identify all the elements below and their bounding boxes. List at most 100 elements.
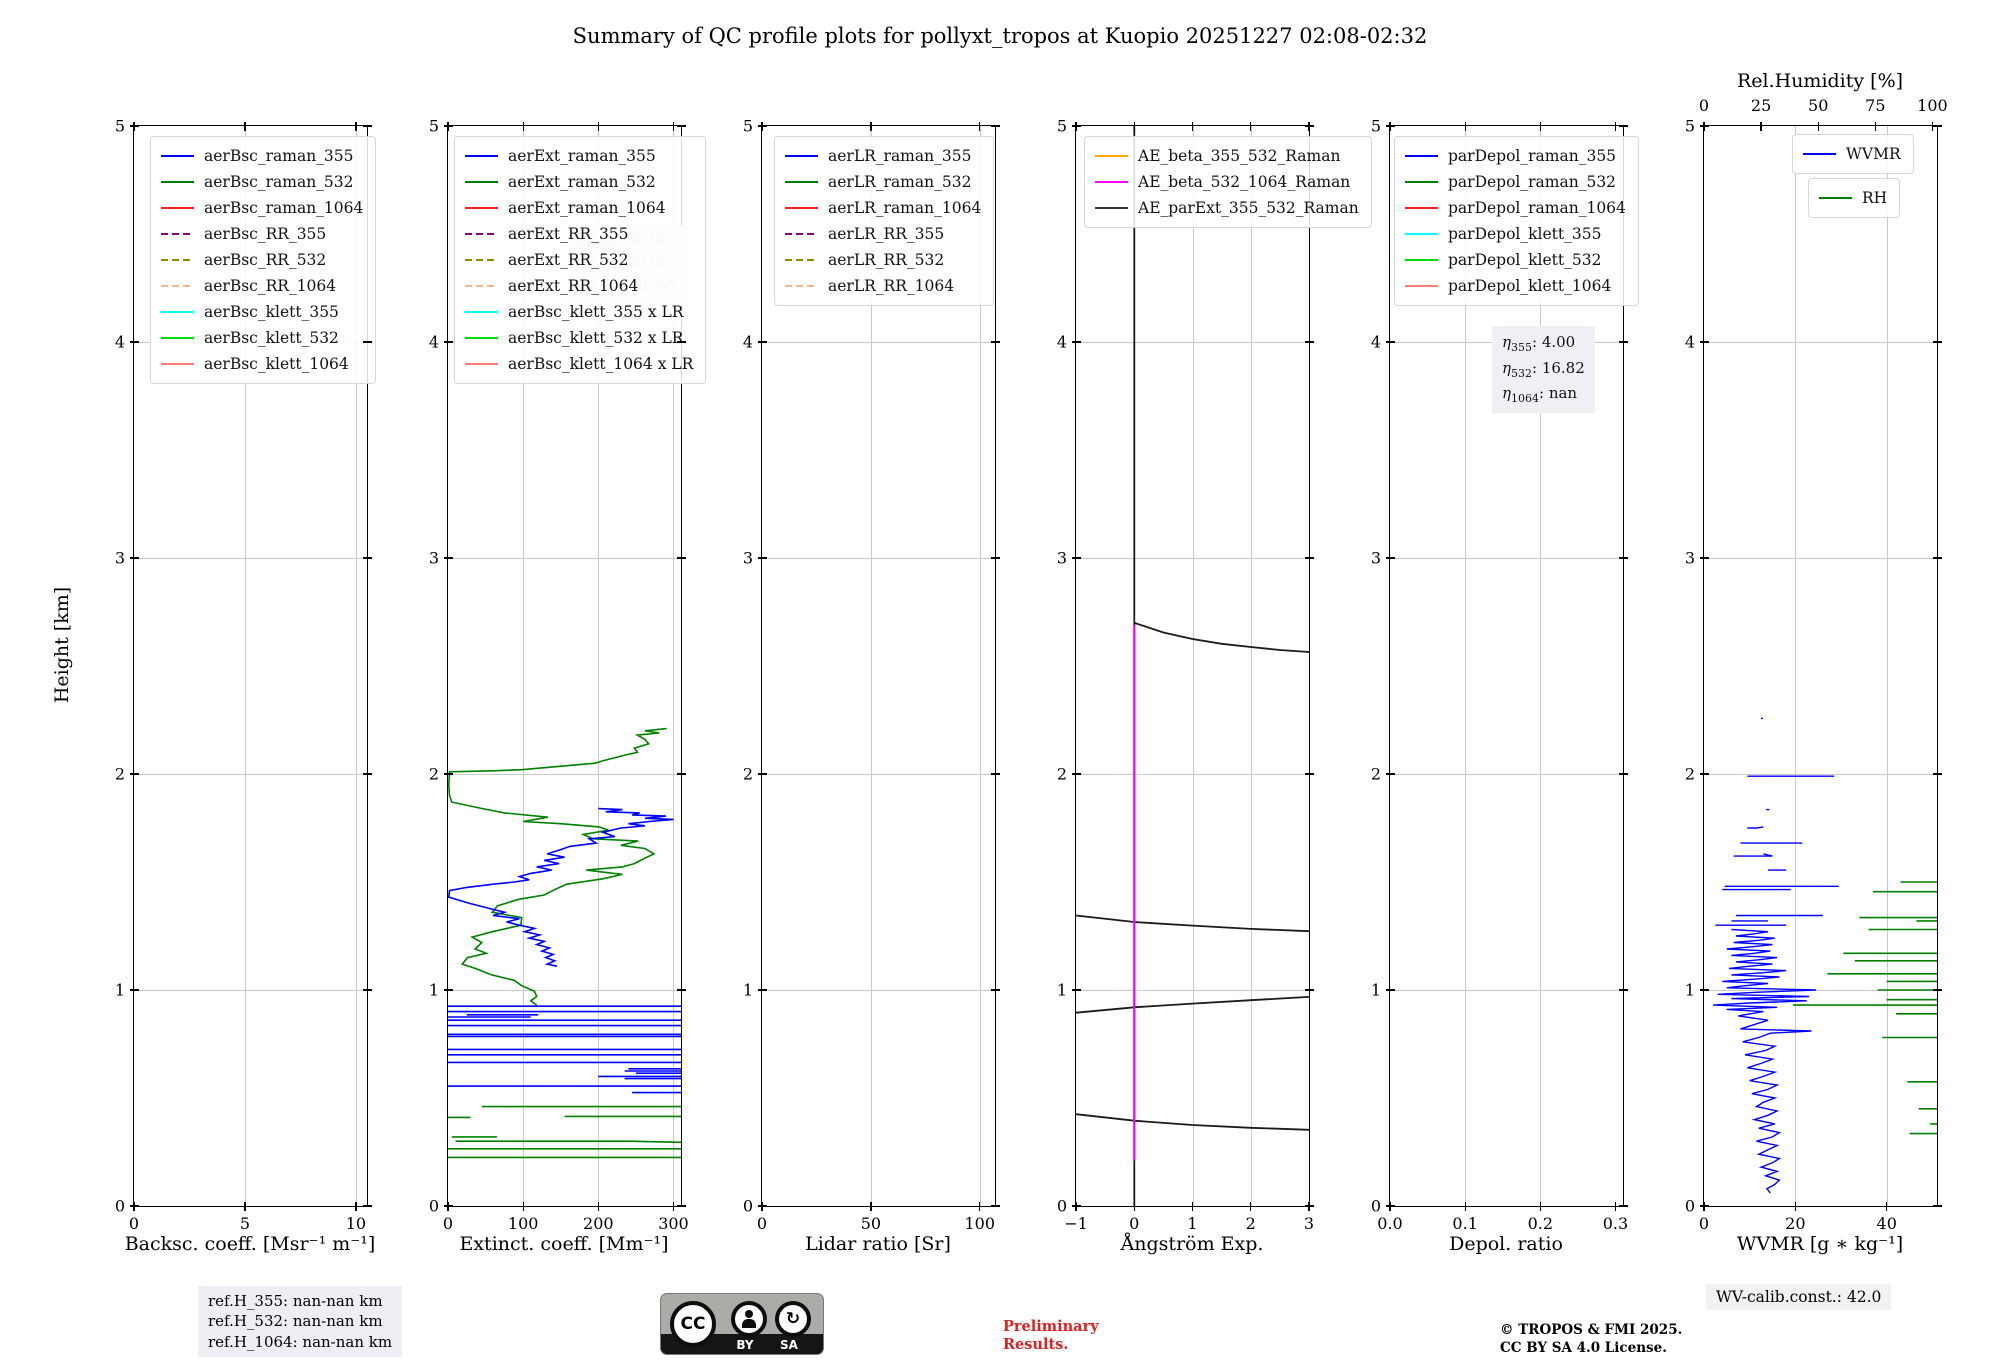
legend-entry-label: aerBsc_raman_532 bbox=[204, 173, 354, 191]
legend: aerLR_raman_355 aerLR_raman_532 aerLR_rama… bbox=[774, 136, 995, 306]
y-tick-label: 2 bbox=[1684, 764, 1695, 784]
legend-entry-label: AE_parExt_355_532_Raman bbox=[1138, 199, 1359, 217]
y-tick-label: 2 bbox=[742, 764, 753, 784]
legend-entry: aerExt_RR_355 bbox=[465, 221, 693, 247]
y-tick-right bbox=[990, 125, 1000, 127]
x-axis-label-extinction: Extinct. coeff. [Mm⁻¹] bbox=[459, 1233, 669, 1255]
legend-line-sample bbox=[465, 180, 498, 184]
legend: aerExt_raman_355 aerExt_raman_532 aerExt_r… bbox=[454, 136, 707, 384]
top-tick-label: 75 bbox=[1865, 96, 1886, 115]
y-tick-right bbox=[1932, 341, 1942, 343]
legend-entry-label: WVMR bbox=[1846, 145, 1901, 163]
panel-backscatter: 0 5 10 0 1 2 3 4 5 aerBsc_raman_355 aerBsc_raman_5… bbox=[115, 117, 377, 1233]
x-tick-label: 0.0 bbox=[1377, 1214, 1403, 1233]
legend-line-sample bbox=[465, 336, 498, 340]
y-tick-right bbox=[362, 773, 372, 775]
gridline-vertical bbox=[1540, 126, 1542, 1206]
series-aerExt_raman_532 bbox=[448, 727, 667, 1006]
y-tick-right bbox=[1304, 773, 1314, 775]
y-tick-right bbox=[990, 989, 1000, 991]
cc-sa-arrow-icon: ↻ bbox=[775, 1301, 811, 1337]
x-tick bbox=[522, 1201, 524, 1211]
gridline-horizontal bbox=[762, 342, 995, 343]
legend-entry-label: aerLR_RR_1064 bbox=[828, 277, 955, 295]
curves-svg bbox=[1076, 126, 1309, 1206]
legend-entry: WVMR bbox=[1803, 141, 1901, 167]
gridline-vertical bbox=[673, 126, 675, 1206]
x-tick bbox=[672, 1201, 675, 1211]
y-tick bbox=[443, 989, 453, 991]
legend-entry: aerBsc_raman_1064 bbox=[161, 195, 363, 221]
legend-entry: AE_beta_355_532_Raman bbox=[1095, 143, 1359, 169]
panel-extinction: LR355: 50.00 LR532: 50.00 LR1064: 50.00 … bbox=[429, 117, 707, 1233]
top-tick bbox=[672, 121, 675, 131]
eta-355-note: η355: 4.00 bbox=[1502, 333, 1576, 354]
legend-line-sample bbox=[161, 310, 194, 314]
x-tick-label: 0.1 bbox=[1452, 1214, 1478, 1233]
y-tick-right bbox=[362, 1205, 372, 1207]
legend-line-sample bbox=[1095, 206, 1128, 210]
legend-line-sample bbox=[465, 310, 498, 314]
legend-entry: aerBsc_RR_532 bbox=[161, 247, 363, 273]
top-tick-label: 0 bbox=[1698, 96, 1710, 115]
y-tick-right bbox=[676, 1205, 686, 1207]
x-tick-label: 0 bbox=[756, 1214, 768, 1233]
y-tick-right bbox=[1618, 989, 1628, 991]
cc-by-sa-badge: CC ↻ BY SA bbox=[660, 1293, 824, 1355]
x-tick-label: 100 bbox=[507, 1214, 539, 1233]
y-tick bbox=[129, 989, 139, 991]
gridline-horizontal bbox=[762, 558, 995, 559]
wv-calibration-note: WV-calib.const.: 42.0 bbox=[1706, 1284, 1892, 1310]
x-axis-label-wvmr: WVMR [g ∗ kg⁻¹] bbox=[1736, 1233, 1904, 1255]
legend-entry: parDepol_klett_532 bbox=[1405, 247, 1626, 273]
gridline-vertical bbox=[598, 126, 600, 1206]
y-tick-right bbox=[1932, 773, 1942, 775]
legend-entry-label: aerBsc_klett_532 x LR bbox=[508, 329, 684, 347]
y-tick bbox=[1071, 557, 1081, 559]
legend-entry: aerBsc_RR_355 bbox=[161, 221, 363, 247]
gridline-horizontal bbox=[134, 774, 367, 775]
x-tick bbox=[979, 1201, 981, 1211]
legend-line-sample bbox=[1405, 180, 1438, 184]
gridline-horizontal bbox=[762, 774, 995, 775]
y-tick-right bbox=[676, 989, 686, 991]
y-tick-label: 1 bbox=[1370, 980, 1381, 1000]
y-tick bbox=[1699, 125, 1709, 127]
series-WVMR bbox=[1747, 826, 1764, 829]
top-tick bbox=[870, 121, 872, 131]
legend-line-sample bbox=[785, 258, 818, 262]
y-tick-right bbox=[1618, 557, 1628, 559]
x-tick-label: 1 bbox=[1187, 1214, 1198, 1233]
gridline-vertical bbox=[355, 126, 357, 1206]
legend-line-sample bbox=[465, 362, 498, 366]
y-tick bbox=[129, 1205, 139, 1207]
legend-entry-label: aerExt_raman_532 bbox=[508, 173, 656, 191]
legend-line-sample bbox=[465, 206, 498, 210]
legend-entry-label: parDepol_raman_1064 bbox=[1448, 199, 1626, 217]
legend-line-sample bbox=[465, 232, 498, 236]
y-tick-label: 2 bbox=[428, 764, 439, 784]
y-tick-label: 1 bbox=[1056, 980, 1067, 1000]
legend-line-sample bbox=[1803, 152, 1836, 156]
legend-entry-label: aerBsc_klett_355 x LR bbox=[508, 303, 684, 321]
y-tick bbox=[443, 557, 453, 559]
legend-entry-label: aerExt_RR_532 bbox=[508, 251, 629, 269]
eta-calibration-note: η355: 4.00 η532: 16.82 η1064: nan bbox=[1492, 326, 1595, 413]
gridline-horizontal bbox=[1390, 558, 1623, 559]
legend-entry: parDepol_raman_355 bbox=[1405, 143, 1626, 169]
legend-line-sample bbox=[785, 154, 818, 158]
y-tick-label: 0 bbox=[114, 1196, 125, 1216]
legend-entry-label: parDepol_klett_532 bbox=[1448, 251, 1602, 269]
y-tick bbox=[129, 557, 139, 559]
y-tick-label: 2 bbox=[114, 764, 125, 784]
y-tick-right bbox=[1618, 1205, 1628, 1207]
y-tick bbox=[1385, 989, 1395, 991]
x-tick bbox=[1191, 1201, 1194, 1211]
y-tick-label: 1 bbox=[428, 980, 439, 1000]
legend-entry-label: RH bbox=[1862, 189, 1888, 207]
x-tick-label: 2 bbox=[1245, 1214, 1256, 1233]
y-tick bbox=[1699, 773, 1709, 775]
panel-angstrom: −1 0 1 2 3 0 1 2 3 4 5 AE_beta_355_532_Raman AE_beta… bbox=[1057, 117, 1372, 1233]
y-tick-right bbox=[990, 557, 1000, 559]
legend-entry: aerBsc_RR_1064 bbox=[161, 273, 363, 299]
